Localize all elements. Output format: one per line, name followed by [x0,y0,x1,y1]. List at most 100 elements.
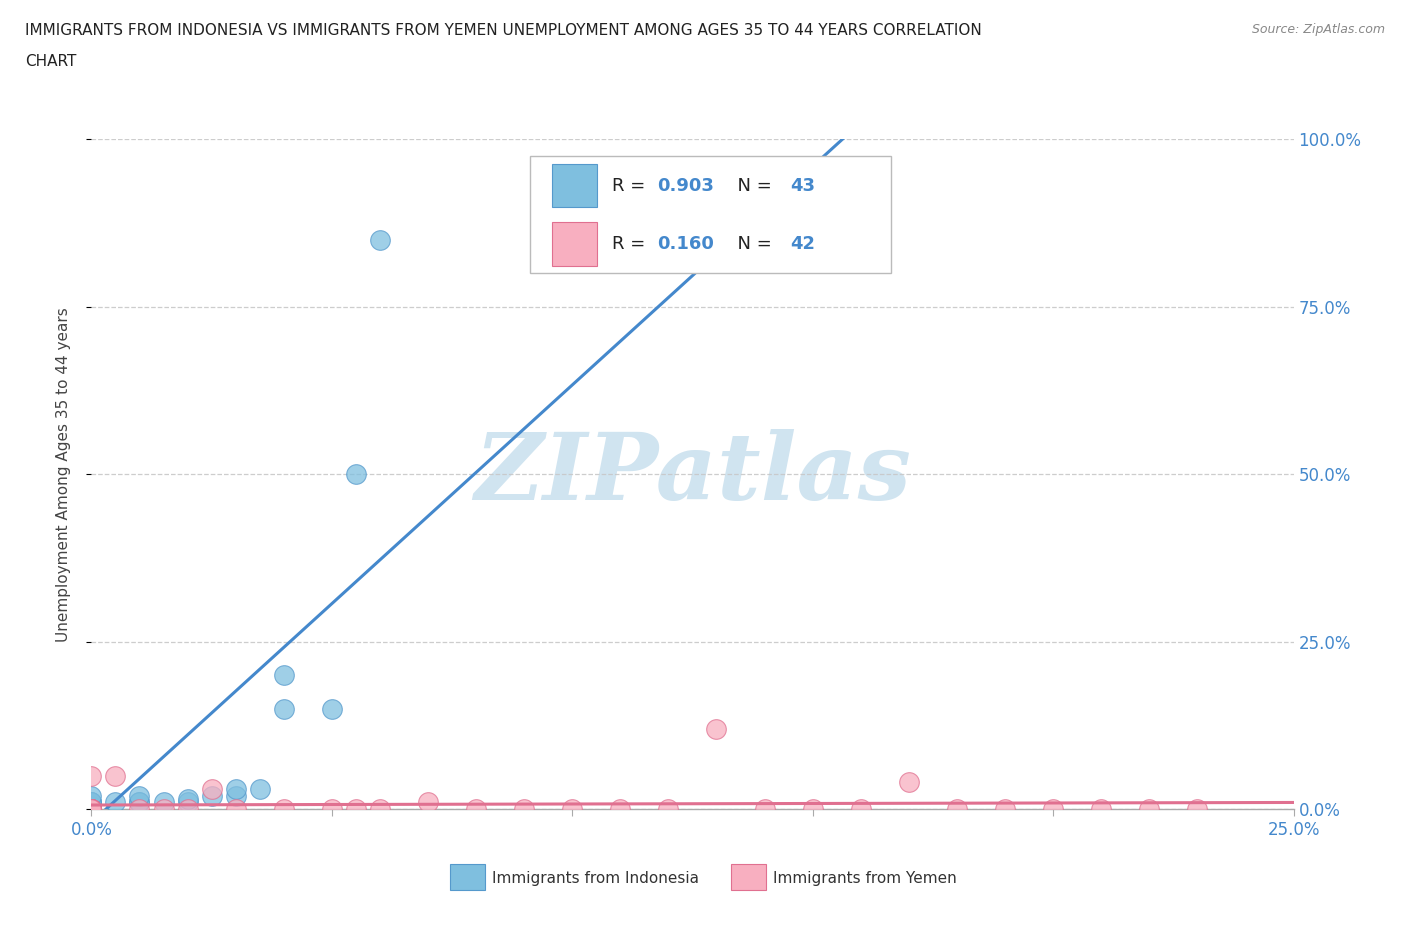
Point [80,789,103,804]
Point [80,802,103,817]
Point [80,798,103,813]
Text: IMMIGRANTS FROM INDONESIA VS IMMIGRANTS FROM YEMEN UNEMPLOYMENT AMONG AGES 35 TO: IMMIGRANTS FROM INDONESIA VS IMMIGRANTS … [25,23,981,38]
Point [946,802,969,817]
Text: N =: N = [725,177,778,194]
Point [201,781,224,796]
Point [80,802,103,817]
Point [897,775,920,790]
Point [152,795,174,810]
Point [225,789,247,804]
Point [80,798,103,813]
Bar [530,156,891,273]
Point [80,802,103,817]
Point [80,802,103,817]
Point [80,802,103,817]
Point [225,802,247,817]
Point [80,768,103,783]
Point [273,701,295,716]
Text: R =: R = [612,177,651,194]
Point [80,798,103,813]
Point [80,802,103,817]
Point [176,795,198,810]
Point [128,789,150,804]
Point [80,798,103,813]
Text: CHART: CHART [25,54,77,69]
Text: 43: 43 [790,177,815,194]
Point [152,802,174,817]
Point [80,802,103,817]
Point [80,802,103,817]
Point [249,781,271,796]
Point [80,802,103,817]
Point [80,802,103,817]
Point [368,232,391,247]
Text: R =: R = [612,235,651,253]
Text: Immigrants from Indonesia: Immigrants from Indonesia [492,871,699,886]
Point [80,802,103,817]
Point [273,668,295,683]
Point [80,802,103,817]
Point [513,802,536,817]
Point [104,795,127,810]
Point [80,798,103,813]
Point [849,802,872,817]
Text: 42: 42 [790,235,815,253]
Point [80,802,103,817]
Point [80,802,103,817]
Point [994,802,1017,817]
Point [1090,802,1112,817]
Point [80,802,103,817]
Point [801,802,824,817]
Point [80,802,103,817]
Point [80,802,103,817]
Bar [551,222,598,266]
Point [225,781,247,796]
Point [104,768,127,783]
Point [80,795,103,810]
Point [706,722,728,737]
Point [80,798,103,813]
Point [1137,802,1160,817]
Point [80,802,103,817]
Bar [551,164,598,207]
Point [321,701,343,716]
Point [80,802,103,817]
Text: 0.160: 0.160 [658,235,714,253]
Point [80,802,103,817]
Point [80,802,103,817]
Point [561,802,583,817]
Point [80,802,103,817]
Point [80,802,103,817]
Point [657,802,679,817]
Point [344,802,367,817]
Point [128,795,150,810]
Point [1042,802,1064,817]
Text: N =: N = [725,235,778,253]
Point [80,802,103,817]
Point [465,802,488,817]
Point [344,467,367,482]
Y-axis label: Unemployment Among Ages 35 to 44 years: Unemployment Among Ages 35 to 44 years [56,307,70,642]
Point [80,802,103,817]
Point [1187,802,1209,817]
Point [80,802,103,817]
Point [416,795,439,810]
Point [609,802,631,817]
Point [321,802,343,817]
Point [80,795,103,810]
Point [80,798,103,813]
Point [754,802,776,817]
Point [80,802,103,817]
Text: Immigrants from Yemen: Immigrants from Yemen [773,871,957,886]
Point [273,802,295,817]
Point [80,802,103,817]
Point [80,795,103,810]
Point [80,802,103,817]
Point [128,802,150,817]
Point [128,795,150,810]
Point [201,789,224,804]
Text: 0.903: 0.903 [658,177,714,194]
Text: ZIPatlas: ZIPatlas [474,430,911,519]
Point [80,802,103,817]
Point [368,802,391,817]
